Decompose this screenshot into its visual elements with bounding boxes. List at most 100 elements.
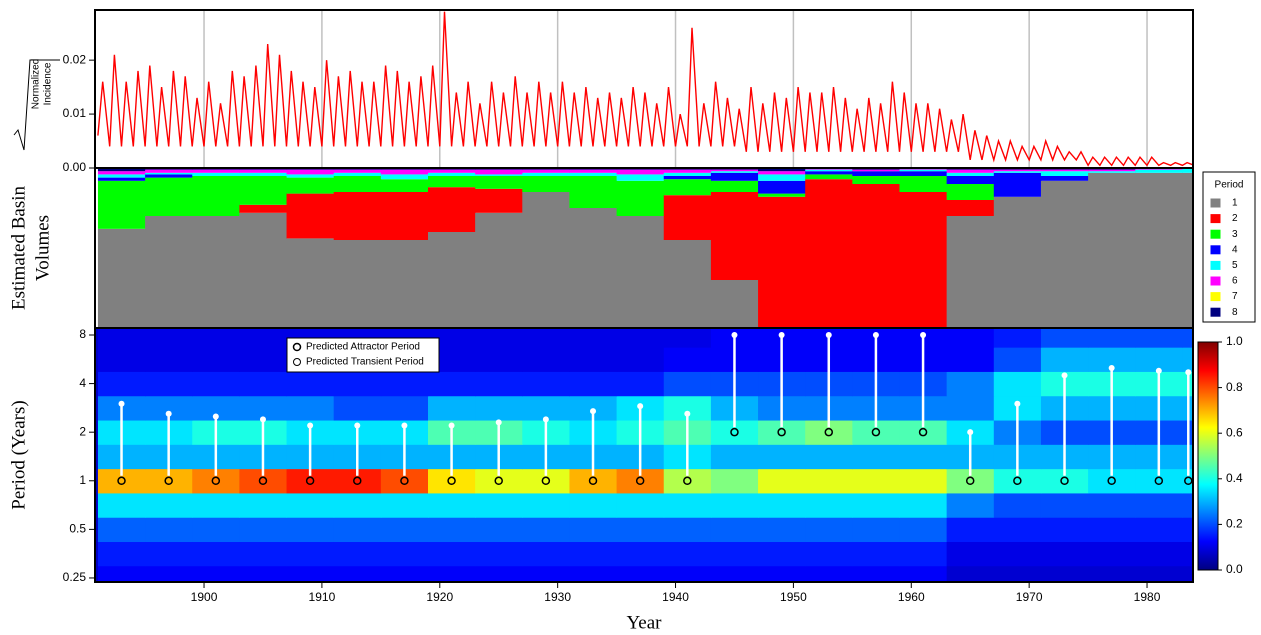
- legend-label: 6: [1232, 276, 1238, 287]
- basin-segment: [427, 172, 476, 176]
- heat-cell: [475, 371, 523, 397]
- heat-cell: [427, 492, 476, 518]
- heat-cell: [616, 371, 665, 397]
- basin-segment: [333, 169, 382, 173]
- heat-cell: [663, 347, 712, 372]
- legend-label: Predicted Transient Period: [306, 357, 424, 368]
- basin-segment: [475, 212, 523, 328]
- basin-segment: [758, 196, 806, 328]
- basin-segment: [97, 180, 146, 229]
- x-tick-label: 1900: [191, 590, 218, 604]
- attractor-point: [918, 427, 928, 437]
- transient-point: [307, 422, 314, 429]
- basin-segment: [192, 169, 240, 173]
- transient-point: [637, 403, 644, 410]
- heat-cell: [946, 541, 995, 567]
- attractor-point: [1154, 476, 1164, 486]
- basin-segment: [710, 171, 759, 173]
- legend-label: 5: [1232, 260, 1238, 271]
- legend-label: 1: [1232, 198, 1238, 209]
- heat-cell: [616, 492, 665, 518]
- panel-frame: [94, 327, 1194, 583]
- x-tick-label: 1960: [898, 590, 925, 604]
- attractor-point: [541, 476, 551, 486]
- heat-cell: [380, 565, 429, 582]
- basin-segment: [475, 188, 523, 213]
- basin-segment: [380, 179, 429, 192]
- basin-segment: [899, 192, 948, 328]
- heat-cell: [380, 517, 429, 543]
- heat-cell: [710, 541, 759, 567]
- transient-point: [1185, 369, 1192, 376]
- basin-segment: [758, 168, 806, 172]
- basin-segment: [569, 172, 618, 176]
- heat-cell: [852, 517, 900, 543]
- legend-swatch: [1209, 197, 1222, 209]
- heat-cell: [286, 492, 335, 518]
- attractor-point: [353, 476, 362, 486]
- heat-cell: [758, 468, 806, 494]
- attractor-point: [117, 476, 126, 486]
- legend-swatch: [1209, 291, 1222, 303]
- basin-segment: [993, 171, 1042, 173]
- heat-cell: [522, 347, 570, 372]
- basin-segment: [946, 169, 995, 173]
- basin-segment: [710, 180, 759, 192]
- y-axis-label: Volumes: [32, 215, 53, 281]
- basin-segment: [852, 184, 900, 328]
- x-tick-label: 1930: [544, 590, 571, 604]
- heat-cell: [145, 565, 193, 582]
- colorbar: [1197, 341, 1219, 571]
- basin-segment: [475, 174, 523, 176]
- basin-segment: [333, 172, 382, 176]
- attractor-point: [730, 427, 739, 437]
- heat-cell: [1182, 517, 1193, 543]
- basin-segment: [475, 169, 523, 175]
- basin-segment: [1182, 172, 1193, 328]
- basin-segment: [522, 172, 570, 176]
- heat-cell: [946, 395, 995, 421]
- heat-cell: [758, 492, 806, 518]
- transient-point: [731, 331, 738, 338]
- heat-cell: [710, 468, 759, 494]
- basin-segment: [1040, 180, 1089, 328]
- basin-segment: [333, 176, 382, 192]
- heat-cell: [427, 328, 476, 348]
- heat-cell: [286, 517, 335, 543]
- heat-cell: [286, 395, 335, 421]
- y-tick-label: 0.25: [63, 570, 87, 584]
- x-tick-label: 1980: [1134, 590, 1161, 604]
- heat-cell: [475, 328, 523, 348]
- basin-segment: [569, 169, 618, 173]
- heat-cell: [145, 517, 193, 543]
- basin-segment: [192, 216, 240, 328]
- legend-label: Predicted Attractor Period: [306, 342, 420, 353]
- basin-segment: [899, 169, 948, 172]
- heat-cell: [97, 371, 146, 397]
- heat-cell: [852, 565, 900, 582]
- y-tick-label: 2: [79, 424, 86, 438]
- heat-cell: [286, 565, 335, 582]
- basin-segment: [663, 179, 712, 196]
- transient-point: [165, 410, 172, 417]
- attractor-point: [400, 476, 409, 486]
- heat-cell: [899, 565, 948, 582]
- legend-swatch: [1209, 228, 1222, 240]
- basin-segment: [993, 172, 1042, 197]
- heat-cell: [1040, 517, 1089, 543]
- basin-segment: [663, 172, 712, 176]
- basin-segment: [192, 172, 240, 176]
- heat-cell: [380, 541, 429, 567]
- basin-segment: [663, 195, 712, 240]
- basin-segment: [1088, 171, 1136, 173]
- heat-cell: [852, 541, 900, 567]
- heat-cell: [899, 492, 948, 518]
- heat-cell: [710, 565, 759, 582]
- basin-segment: [663, 176, 712, 180]
- heat-cell: [805, 444, 853, 470]
- heat-cell: [852, 468, 900, 494]
- basin-segment: [380, 192, 429, 240]
- transient-point: [920, 331, 927, 338]
- x-tick-label: 1950: [780, 590, 807, 604]
- attractor-point: [588, 476, 598, 486]
